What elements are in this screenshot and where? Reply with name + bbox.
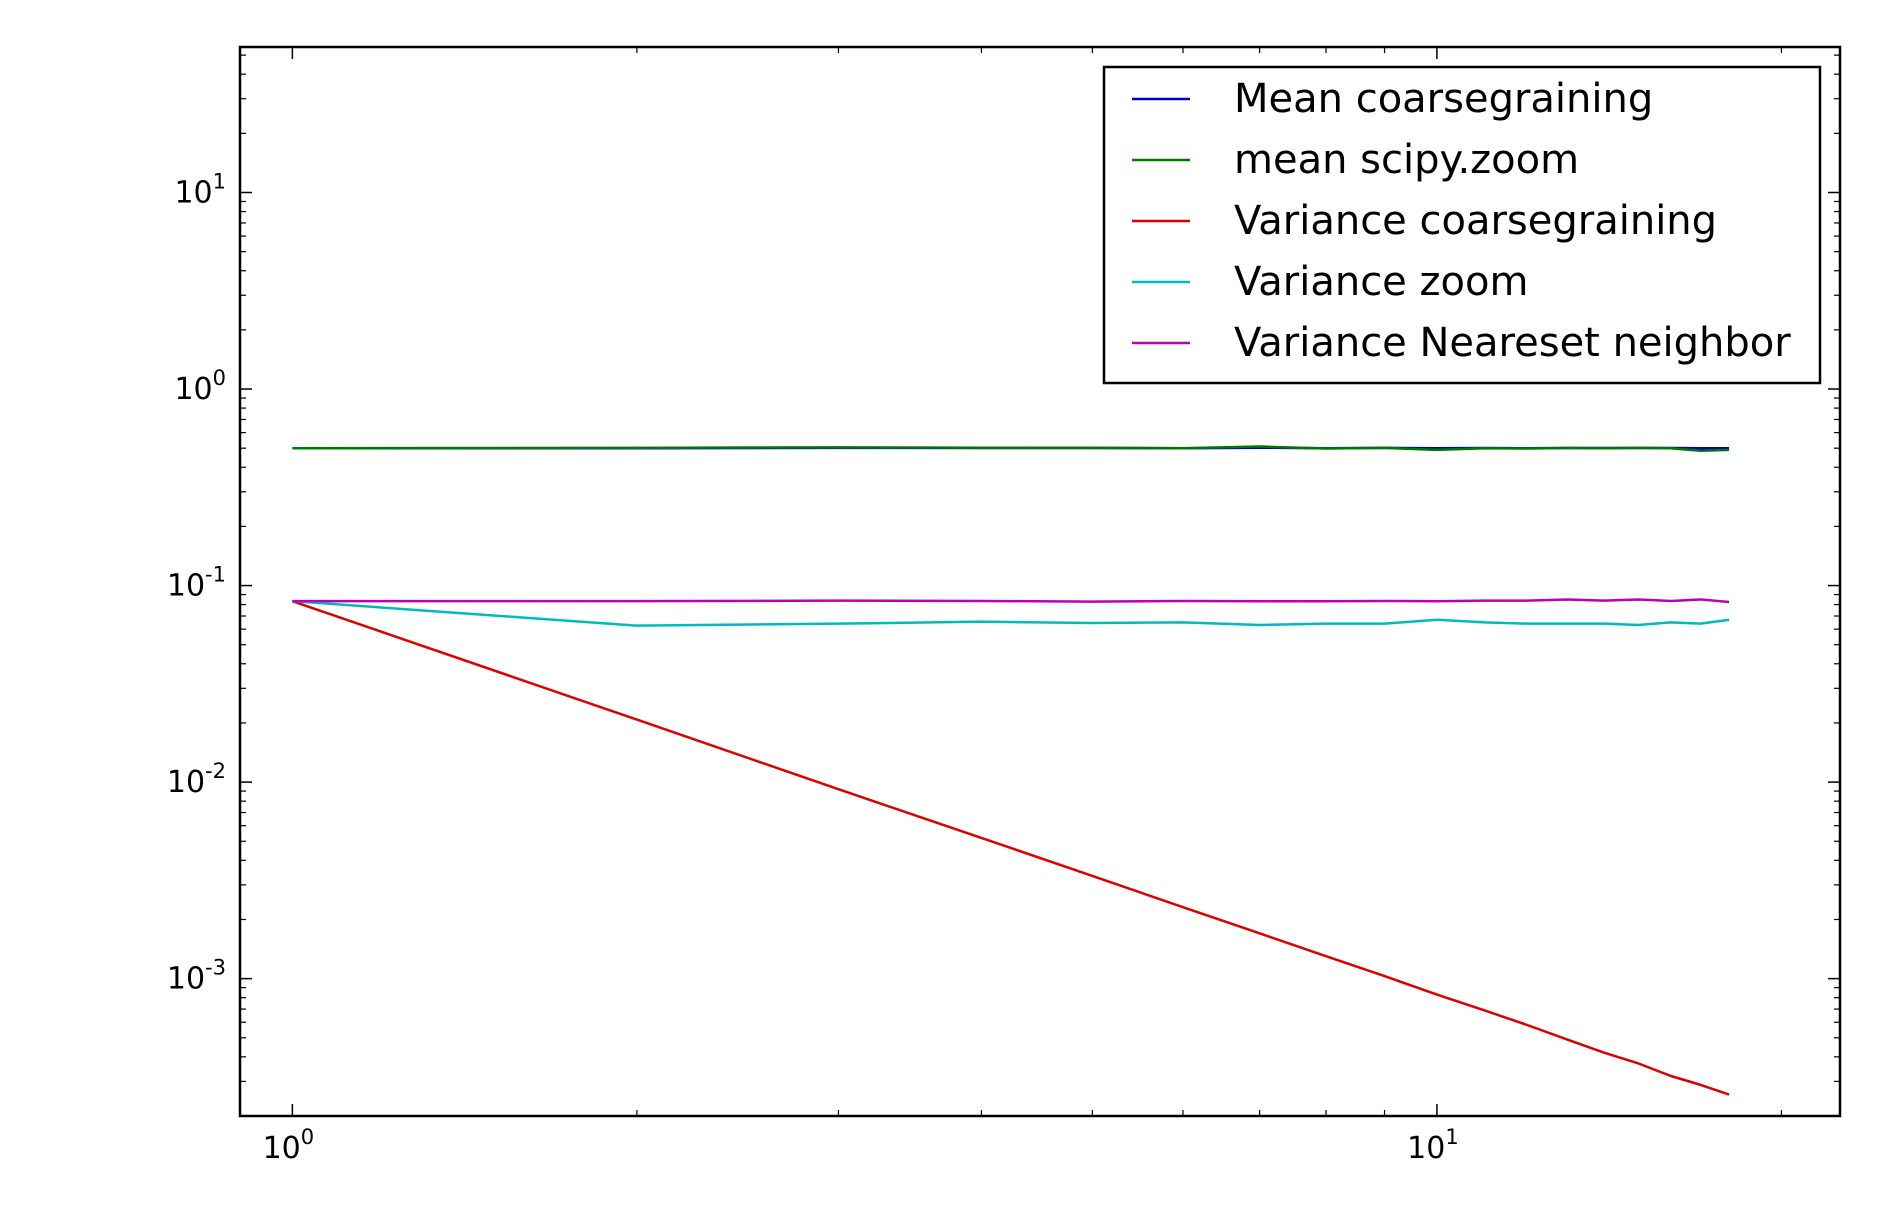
- legend-label: Variance coarsegraining: [1234, 198, 1717, 244]
- plot-frame: [238, 45, 1842, 1118]
- y-tick-label: 10-2: [167, 759, 226, 800]
- major-ticks: [240, 47, 1840, 1116]
- legend-label: Variance zoom: [1234, 259, 1528, 305]
- x-tick-label: 101: [1407, 1125, 1459, 1166]
- y-tick-label: 10-3: [167, 956, 226, 997]
- series-line-mean-scipy-zoom: [292, 445, 1730, 453]
- legend-label: Mean coarsegraining: [1234, 76, 1653, 122]
- series-line-variance-coarsegraining: [291, 599, 1730, 1096]
- series-lines: [291, 445, 1730, 1096]
- series-line-variance-neareset-neighbor: [292, 598, 1730, 604]
- y-tick-label: 100: [174, 366, 226, 407]
- legend-label: mean scipy.zoom: [1234, 137, 1579, 183]
- series-line-variance-zoom: [292, 599, 1730, 627]
- y-tick-label: 101: [174, 170, 226, 211]
- legend: Mean coarsegraining mean scipy.zoom Varian…: [1102, 65, 1822, 385]
- x-tick-label: 100: [263, 1125, 315, 1166]
- tick-labels: 100 101 101 100 10-1 10-2 10-3: [167, 170, 1459, 1166]
- legend-label: Variance Neareset neighbor: [1234, 320, 1791, 366]
- y-tick-label: 10-1: [167, 563, 226, 604]
- legend-box: [1102, 65, 1822, 385]
